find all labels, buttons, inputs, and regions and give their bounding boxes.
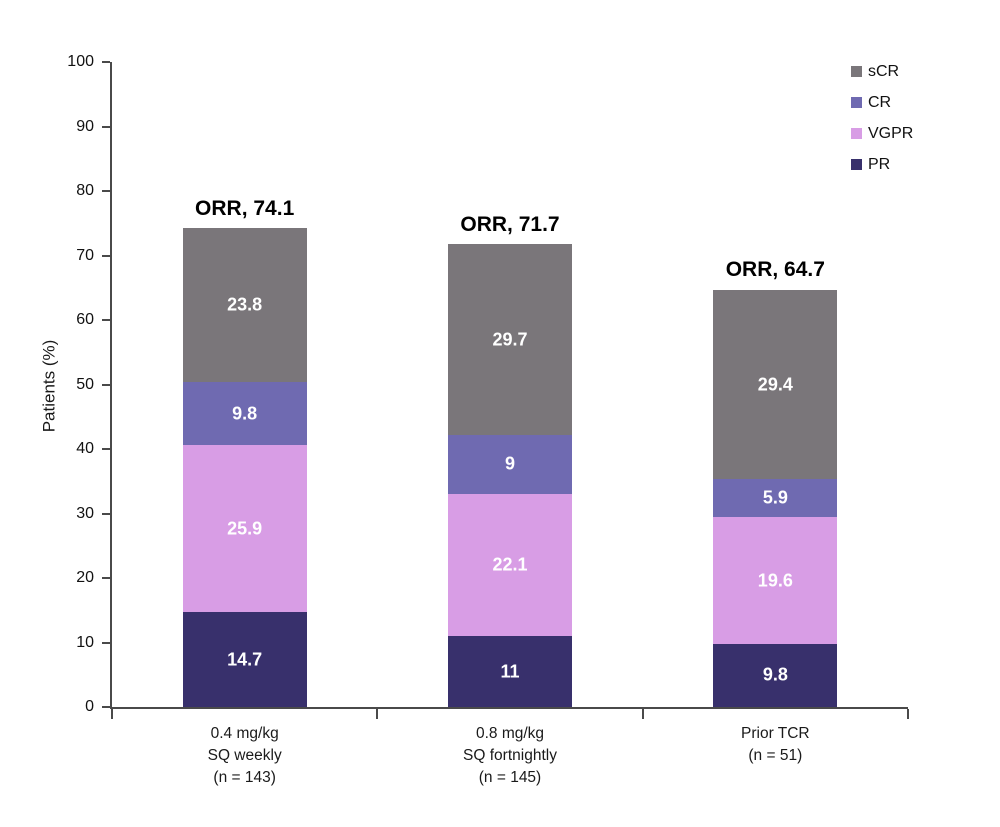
y-tick-label: 100 [67, 53, 94, 70]
legend-label: sCR [868, 62, 900, 80]
bar-segment-pr: 14.7 [182, 612, 307, 707]
x-category-label: 0.8 mg/kg SQ fortnightly (n = 145) [390, 723, 630, 789]
segment-value-label: 22.1 [492, 554, 528, 575]
y-tick-label: 0 [85, 698, 94, 715]
x-category-label-line: (n = 143) [213, 769, 276, 786]
x-category-label: 0.4 mg/kg SQ weekly (n = 143) [125, 723, 365, 789]
legend-item-pr: PR [851, 155, 913, 174]
x-category-label-line: 0.4 mg/kg [210, 725, 279, 742]
bar-segment-vgpr: 22.1 [448, 493, 572, 637]
legend-swatch-icon [851, 128, 862, 139]
legend-swatch-icon [851, 97, 862, 108]
x-category-label-line: (n = 145) [478, 769, 542, 786]
y-tick-mark [102, 190, 110, 192]
y-tick-mark [102, 641, 110, 644]
y-tick-label: 20 [76, 569, 94, 586]
legend-swatch-icon [851, 159, 862, 170]
y-tick-mark [102, 706, 110, 708]
legend: sCR CR VGPR PR [851, 62, 913, 186]
segment-value-label: 5.9 [762, 487, 788, 508]
bar-segment-cr: 5.9 [713, 479, 838, 518]
bar-segment-pr: 11 [448, 636, 572, 707]
y-tick-mark [102, 577, 110, 579]
y-tick-mark [102, 125, 110, 128]
segment-value-label: 19.6 [757, 570, 793, 591]
orr-label: ORR, 71.7 [460, 212, 560, 236]
x-category-label-line: SQ fortnightly [463, 747, 557, 764]
legend-item-scr: sCR [851, 62, 913, 81]
y-tick-label: 70 [76, 246, 94, 264]
bar-segment-cr: 9.8 [182, 381, 307, 446]
x-category-label: Prior TCR (n = 51) [655, 723, 895, 767]
y-tick-label: 10 [76, 633, 94, 651]
y-tick-label: 50 [76, 375, 94, 393]
legend-label: CR [868, 93, 892, 111]
bar-segment-scr: 23.8 [182, 228, 307, 382]
bar-segment-vgpr: 19.6 [713, 517, 838, 644]
y-tick-label: 80 [76, 182, 94, 199]
x-tick-mark [376, 709, 379, 719]
legend-item-vgpr: VGPR [851, 124, 913, 143]
plot-area: 0 10 20 30 40 50 60 70 80 90 100 14.7 25.9 9.8 23.8 ORR… [67, 53, 909, 786]
legend-swatch-icon [851, 66, 862, 77]
segment-value-label: 14.7 [227, 649, 263, 670]
segment-value-label: 9.8 [762, 664, 788, 685]
x-tick-mark [907, 709, 909, 719]
x-category-label-line: SQ weekly [207, 747, 282, 764]
x-tick-mark [641, 709, 644, 719]
bar-segment-scr: 29.4 [713, 289, 838, 480]
segment-value-label: 29.7 [492, 329, 528, 350]
bar-segment-cr: 9 [448, 435, 572, 494]
y-tick-label: 60 [76, 311, 94, 328]
y-tick-mark [102, 383, 110, 386]
x-tick-mark [111, 709, 113, 719]
orr-label: ORR, 74.1 [195, 197, 295, 221]
y-tick-mark [102, 61, 110, 63]
segment-value-label: 9 [504, 453, 516, 474]
bar-segment-scr: 29.7 [448, 243, 572, 436]
segment-value-label: 23.8 [227, 294, 263, 315]
x-category-label-line: (n = 51) [748, 747, 803, 764]
segment-value-label: 9.8 [232, 403, 258, 424]
y-tick-label: 30 [76, 504, 94, 522]
x-category-label-line: Prior TCR [741, 725, 810, 742]
bar-segment-pr: 9.8 [713, 643, 838, 707]
orr-label: ORR, 64.7 [725, 257, 825, 281]
x-category-label-line: 0.8 mg/kg [475, 725, 545, 742]
legend-label: PR [868, 155, 891, 173]
y-tick-mark [102, 512, 110, 515]
y-tick-mark [102, 448, 110, 450]
y-tick-mark [102, 254, 110, 257]
legend-item-cr: CR [851, 93, 913, 112]
segment-value-label: 29.4 [757, 374, 793, 395]
y-tick-label: 40 [76, 440, 94, 457]
bar-segment-vgpr: 25.9 [182, 445, 307, 613]
y-tick-mark [102, 319, 110, 321]
segment-value-label: 11 [500, 661, 520, 682]
legend-label: VGPR [868, 124, 914, 142]
y-tick-label: 90 [76, 117, 94, 135]
segment-value-label: 25.9 [227, 518, 263, 539]
